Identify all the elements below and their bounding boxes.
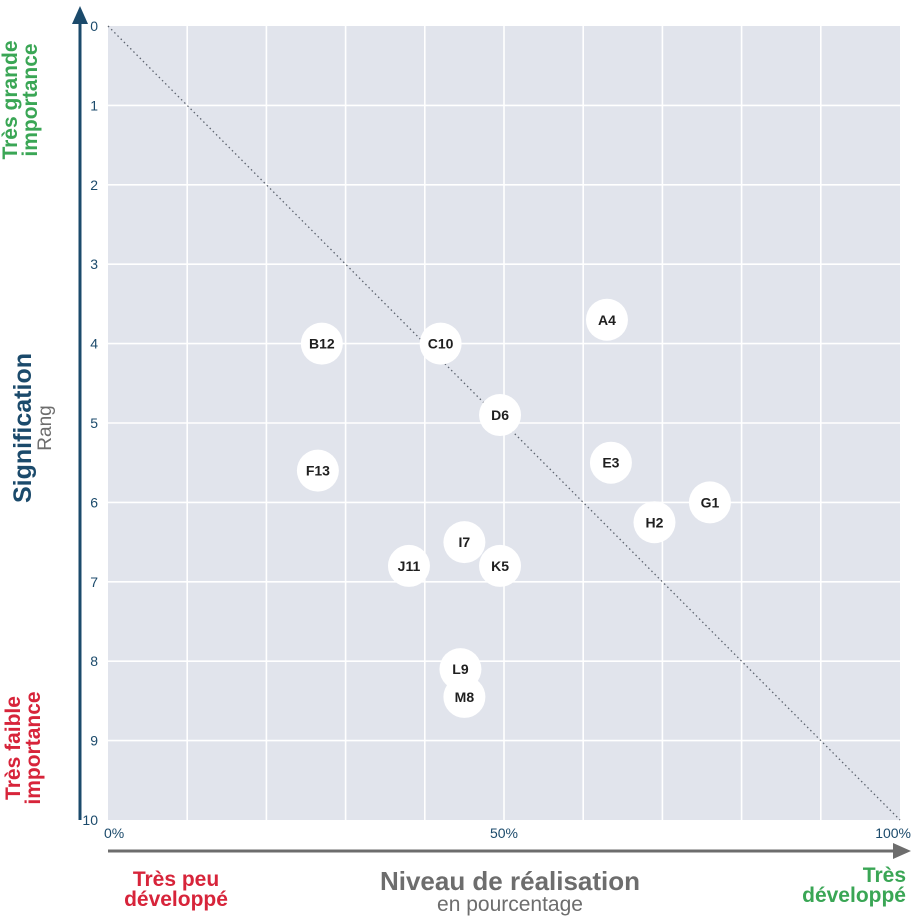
- data-point-label: K5: [491, 558, 509, 574]
- x-axis-subtitle: en pourcentage: [437, 893, 583, 916]
- x-high-label: Très développé: [766, 864, 906, 907]
- data-point-label: H2: [646, 514, 664, 530]
- data-point-marker: [585, 298, 628, 341]
- data-point-d6: D6: [479, 394, 522, 437]
- data-point-j11: J11: [387, 544, 430, 587]
- data-point-label: B12: [309, 336, 335, 352]
- data-point-c10: C10: [419, 322, 462, 365]
- data-point-marker: [443, 675, 486, 718]
- x-low-label-line1: Très peu: [132, 868, 220, 891]
- data-point-marker: [419, 322, 462, 365]
- data-point-label: D6: [491, 407, 509, 423]
- y-tick-label: 1: [90, 97, 98, 113]
- data-point-marker: [589, 441, 632, 484]
- y-top-label-line2: importance: [18, 43, 42, 157]
- y-axis-title: Signification: [9, 353, 37, 503]
- data-points: A4 B12 C10 D6 E3 F13 G1 H2 I7 J11 K5 L9 M8: [296, 298, 731, 718]
- data-point-m8: M8: [443, 675, 486, 718]
- x-axis-title-block: Niveau de réalisation en pourcentage: [300, 868, 720, 915]
- data-point-marker: [300, 322, 343, 365]
- x-axis-arrow: [893, 843, 911, 859]
- x-low-label: Très peu développé: [106, 868, 246, 911]
- data-point-k5: K5: [479, 544, 522, 587]
- y-tick-label: 4: [90, 336, 98, 352]
- y-bottom-label-line2: importance: [21, 691, 45, 805]
- data-point-i7: I7: [443, 521, 486, 564]
- y-tick-label: 3: [90, 256, 98, 272]
- y-tick-label: 7: [90, 574, 98, 590]
- data-point-h2: H2: [633, 501, 676, 544]
- data-point-marker: [387, 544, 430, 587]
- data-point-label: F13: [306, 463, 330, 479]
- y-tick-label: 10: [82, 812, 98, 828]
- y-bottom-label: Très faible importance: [2, 678, 48, 818]
- data-point-b12: B12: [300, 322, 343, 365]
- data-point-marker: [296, 449, 339, 492]
- plot-grid: [108, 26, 900, 820]
- y-tick-label: 8: [90, 653, 98, 669]
- y-axis-subtitle: Rang: [35, 405, 56, 451]
- x-high-label-line2: développé: [802, 883, 906, 907]
- y-axis-arrow: [72, 6, 88, 24]
- data-point-marker: [443, 521, 486, 564]
- x-tick-label: 50%: [490, 825, 518, 841]
- y-bottom-label-line1: Très faible: [2, 696, 25, 800]
- x-axis-title: Niveau de réalisation: [379, 866, 641, 896]
- y-tick-label: 9: [90, 733, 98, 749]
- data-point-label: C10: [428, 336, 454, 352]
- y-axis-title-block: Signification Rang: [9, 333, 67, 523]
- data-point-e3: E3: [589, 441, 632, 484]
- x-high-label-line1: Très: [862, 864, 906, 887]
- data-point-marker: [688, 481, 731, 524]
- data-point-marker: [479, 394, 522, 437]
- data-point-f13: F13: [296, 449, 339, 492]
- data-point-label: M8: [455, 689, 475, 705]
- data-point-marker: [633, 501, 676, 544]
- data-point-marker: [479, 544, 522, 587]
- axes: [72, 6, 911, 859]
- data-point-label: E3: [602, 455, 619, 471]
- data-point-g1: G1: [688, 481, 731, 524]
- y-top-label: Très grande importance: [0, 25, 45, 175]
- data-point-label: A4: [598, 312, 616, 328]
- y-tick-label: 2: [90, 177, 98, 193]
- y-tick-label: 5: [90, 415, 98, 431]
- data-point-a4: A4: [585, 298, 628, 341]
- data-point-label: J11: [398, 558, 421, 574]
- y-tick-label: 6: [90, 494, 98, 510]
- y-tick-label: 0: [90, 18, 98, 34]
- data-point-label: L9: [452, 661, 469, 677]
- data-point-label: G1: [701, 494, 720, 510]
- data-point-label: I7: [459, 534, 471, 550]
- x-tick-label: 100%: [875, 825, 911, 841]
- y-top-label-line1: Très grande: [0, 40, 22, 160]
- x-tick-label: 0%: [104, 825, 124, 841]
- x-low-label-line2: développé: [124, 887, 228, 911]
